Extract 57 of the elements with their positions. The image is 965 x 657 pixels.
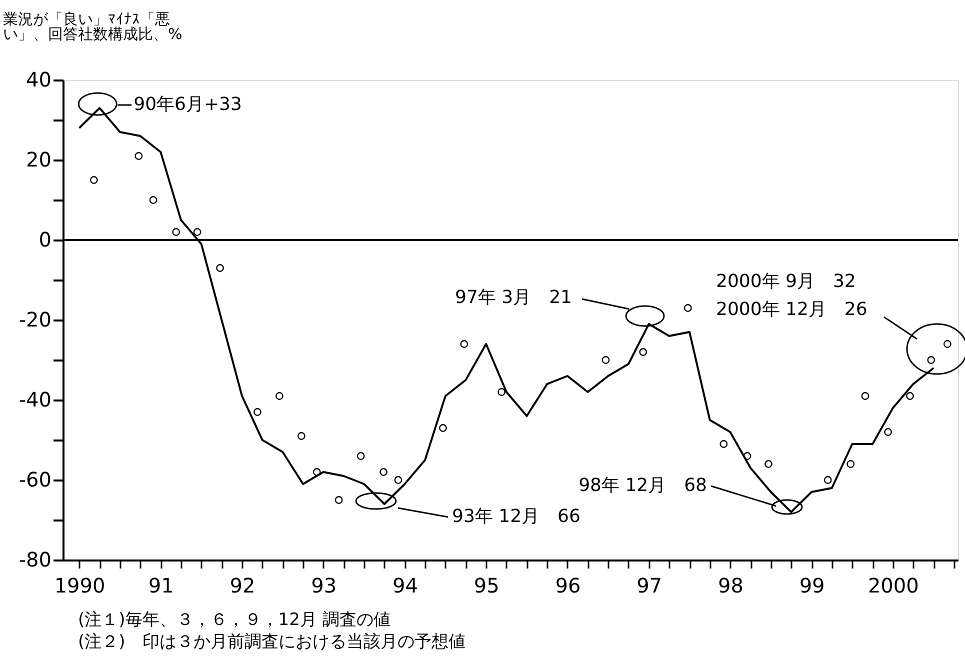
point [906,392,914,400]
point [720,440,728,448]
point [134,152,143,160]
point [312,468,321,476]
point [90,176,98,184]
point [193,228,202,236]
annotation: 93年 12月 66 [452,506,580,527]
y-tick-label: 20 [26,148,52,172]
y-tick-label: -20 [18,308,52,332]
x-tick-label: 97 [636,574,662,598]
x-tick-label: 91 [148,574,174,598]
point [884,428,892,436]
y-tick-label: -80 [18,548,52,572]
point [380,468,388,476]
point [861,392,870,400]
point [149,196,158,204]
text: (注１)毎年、３，６，９，12月 調査の値 [78,610,390,630]
annotation: 2000年 12月 26 [716,299,868,320]
x-tick-label: 94 [392,574,418,598]
annotation: 2000年 9月 32 [716,271,856,292]
x-tick-label: 99 [799,574,825,598]
y-axis-title: 業況が「良い」ﾏｲﾅｽ「悪い」、回答社数構成比、% [3,10,182,43]
y-tick-label: 40 [26,68,52,92]
point [602,356,610,364]
point [927,356,936,364]
point [498,388,506,396]
annotation: 90年6月+33 [134,94,242,115]
point [764,460,772,468]
point [943,340,952,348]
x-tick-label: 93 [311,574,337,598]
x-tick-label: 96 [555,574,581,598]
point [216,264,224,272]
x-tick-label: 98 [718,574,744,598]
annotation: 97年 3月 21 [455,287,572,308]
point [394,476,402,484]
point [356,452,365,460]
y-tick-label: -60 [18,468,52,492]
x-tick-label: 92 [230,574,256,598]
point [684,304,692,312]
annotation: 98年 12月 68 [578,475,707,496]
point [297,432,306,440]
point [439,424,447,432]
point [824,476,832,484]
point [275,392,284,400]
x-tick-label: 95 [474,574,500,598]
point [334,496,343,504]
x-tick-label: 2000 [868,574,919,598]
point [743,452,752,460]
point [846,460,855,468]
y-tick-label: -40 [18,388,52,412]
point [460,340,468,348]
text: (注２) 印は３か月前調査における当該月の予想値 [78,632,466,652]
point [639,348,648,356]
x-tick-label: 1990 [54,574,106,598]
point [172,228,180,236]
y-tick-label: 0 [38,228,52,252]
point [254,408,262,416]
